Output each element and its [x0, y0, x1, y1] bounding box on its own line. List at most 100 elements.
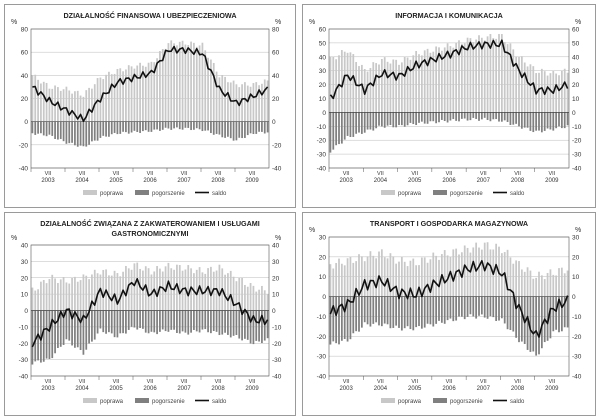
- legend-label-poprawa: poprawa: [100, 191, 124, 197]
- bar-pogorszenie: [71, 310, 73, 346]
- bar-pogorszenie: [452, 296, 455, 322]
- y-tick-label-right: 60: [572, 27, 580, 34]
- y-tick-label-right: 10: [272, 292, 280, 299]
- bar-poprawa: [164, 48, 167, 122]
- bar-poprawa: [515, 56, 518, 113]
- bar-poprawa: [153, 62, 156, 122]
- x-tick-label-month: VII: [45, 379, 52, 385]
- bar-poprawa: [566, 72, 569, 113]
- x-tick-label-month: VII: [411, 379, 418, 385]
- bar-poprawa: [59, 279, 62, 311]
- bar-poprawa: [478, 247, 480, 297]
- x-tick-label-month: VII: [514, 379, 521, 385]
- bar-poprawa: [380, 59, 383, 113]
- bar-poprawa: [452, 249, 455, 297]
- bar-poprawa: [57, 282, 59, 311]
- bar-pogorszenie: [96, 310, 99, 334]
- bar-pogorszenie: [79, 310, 82, 351]
- y-tick-label-right: 20: [572, 82, 580, 89]
- bar-pogorszenie: [463, 112, 466, 119]
- bar-poprawa: [466, 37, 469, 113]
- y-tick-label-left: 0: [24, 119, 28, 126]
- bar-pogorszenie: [352, 112, 355, 137]
- bar-poprawa: [74, 276, 76, 311]
- bar-pogorszenie: [51, 310, 54, 359]
- bar-poprawa: [395, 263, 398, 297]
- legend-label-poprawa: poprawa: [100, 399, 124, 405]
- bar-pogorszenie: [500, 112, 503, 122]
- bar-poprawa: [187, 45, 190, 122]
- y-tick-label-left: 30: [21, 259, 29, 266]
- bar-poprawa: [156, 266, 158, 311]
- x-tick-label-month: VII: [446, 379, 453, 385]
- bar-poprawa: [472, 42, 475, 113]
- bar-poprawa: [463, 245, 466, 297]
- bar-poprawa: [475, 39, 478, 113]
- bar-pogorszenie: [105, 310, 107, 334]
- bar-poprawa: [76, 90, 79, 122]
- y-tick-label-right: 60: [272, 50, 280, 57]
- bar-poprawa: [147, 268, 150, 311]
- bar-pogorszenie: [418, 296, 420, 327]
- bar-pogorszenie: [369, 296, 372, 327]
- bar-poprawa: [412, 258, 415, 297]
- bar-pogorszenie: [210, 121, 212, 134]
- y-tick-label-right: -20: [572, 334, 582, 341]
- bar-poprawa: [258, 85, 260, 122]
- y-unit-right: %: [575, 227, 581, 234]
- bar-poprawa: [480, 249, 483, 297]
- bar-pogorszenie: [420, 112, 423, 122]
- bar-pogorszenie: [355, 296, 358, 332]
- bar-poprawa: [378, 64, 380, 113]
- bar-pogorszenie: [207, 121, 209, 131]
- bar-pogorszenie: [386, 112, 389, 126]
- bar-poprawa: [549, 73, 552, 113]
- bar-poprawa: [71, 277, 73, 311]
- bar-poprawa: [512, 263, 515, 297]
- bar-pogorszenie: [54, 121, 56, 139]
- bar-pogorszenie: [85, 310, 88, 350]
- bar-pogorszenie: [173, 310, 175, 330]
- bar-poprawa: [498, 34, 500, 113]
- legend-swatch-poprawa: [381, 190, 395, 195]
- bar-poprawa: [523, 62, 526, 113]
- bar-pogorszenie: [249, 121, 252, 134]
- bar-pogorszenie: [543, 112, 546, 131]
- bar-pogorszenie: [184, 121, 187, 128]
- bar-pogorszenie: [503, 296, 506, 324]
- x-tick-label-year: 2004: [75, 178, 89, 184]
- bar-pogorszenie: [520, 296, 523, 342]
- bar-poprawa: [133, 263, 136, 311]
- bar-poprawa: [486, 36, 489, 113]
- bar-poprawa: [546, 272, 549, 297]
- bar-poprawa: [420, 55, 423, 113]
- bar-poprawa: [515, 260, 518, 297]
- bar-poprawa: [555, 73, 558, 113]
- bar-pogorszenie: [190, 121, 192, 131]
- bar-poprawa: [478, 35, 480, 113]
- bar-pogorszenie: [540, 296, 543, 349]
- bar-poprawa: [472, 247, 475, 297]
- y-tick-label-left: 10: [21, 292, 29, 299]
- bar-pogorszenie: [358, 296, 360, 332]
- bar-poprawa: [51, 88, 54, 122]
- bar-pogorszenie: [346, 296, 349, 342]
- bar-pogorszenie: [37, 121, 39, 134]
- bar-poprawa: [520, 56, 523, 113]
- bar-poprawa: [110, 74, 113, 122]
- y-tick-label-right: -20: [272, 341, 282, 348]
- bar-pogorszenie: [366, 296, 369, 325]
- bar-pogorszenie: [423, 296, 426, 328]
- legend-label-pogorszenie: pogorszenie: [152, 399, 185, 405]
- bar-pogorszenie: [418, 112, 420, 123]
- bar-pogorszenie: [173, 121, 175, 129]
- bar-poprawa: [54, 85, 56, 122]
- bar-pogorszenie: [349, 112, 352, 137]
- bar-pogorszenie: [498, 296, 500, 321]
- bar-pogorszenie: [255, 310, 258, 341]
- bar-poprawa: [210, 59, 212, 122]
- bar-poprawa: [509, 257, 512, 297]
- bar-poprawa: [85, 90, 88, 122]
- y-tick-label-left: 60: [21, 50, 29, 57]
- bar-pogorszenie: [486, 296, 489, 319]
